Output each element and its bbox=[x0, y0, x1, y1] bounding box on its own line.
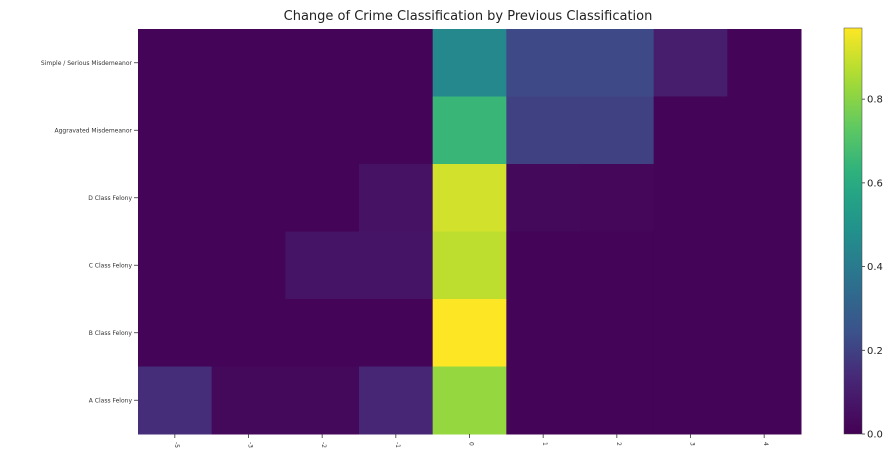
heatmap-cell bbox=[653, 366, 728, 435]
heatmap-cell bbox=[727, 231, 802, 300]
colorbar-tick-label: 0.2 bbox=[867, 346, 883, 357]
heatmap-cell bbox=[138, 164, 213, 232]
heatmap-cell bbox=[653, 96, 728, 165]
colorbar-gradient bbox=[843, 27, 863, 435]
heatmap-cell bbox=[432, 299, 507, 367]
heatmap-cell bbox=[285, 366, 360, 435]
heatmap-cell bbox=[138, 299, 213, 367]
heatmap-cell bbox=[359, 231, 434, 300]
x-tick-label: -3 bbox=[247, 442, 254, 448]
heatmap-cell bbox=[285, 96, 360, 165]
heatmap-cell bbox=[432, 164, 507, 232]
heatmap-cell bbox=[432, 366, 507, 435]
x-tick-label: 3 bbox=[689, 442, 696, 446]
heatmap-cell bbox=[727, 299, 802, 367]
heatmap-cell bbox=[506, 29, 581, 97]
heatmap-cell bbox=[285, 29, 360, 97]
heatmap-cell bbox=[432, 231, 507, 300]
heatmap-cell bbox=[580, 366, 655, 435]
heatmap-cell bbox=[211, 164, 286, 232]
heatmap-cell bbox=[506, 231, 581, 300]
heatmap-cell bbox=[138, 96, 213, 165]
heatmap-cell bbox=[727, 96, 802, 165]
heatmap-cell bbox=[506, 164, 581, 232]
heatmap-cell bbox=[211, 366, 286, 435]
x-tick-label: 0 bbox=[468, 442, 475, 446]
y-tick-label: A Class Felony bbox=[89, 397, 133, 404]
heatmap-cell bbox=[727, 164, 802, 232]
y-tick-label: C Class Felony bbox=[89, 262, 133, 269]
heatmap-cell bbox=[359, 366, 434, 435]
y-axis: Simple / Serious Misdemeanor Aggravated M… bbox=[41, 60, 138, 404]
heatmap-cell bbox=[359, 29, 434, 97]
x-tick-label: -5 bbox=[173, 442, 180, 448]
colorbar-tick-label: 0.8 bbox=[867, 95, 883, 106]
heatmap-cells bbox=[138, 29, 802, 435]
heatmap-cell bbox=[138, 366, 213, 435]
y-tick-label: B Class Felony bbox=[89, 330, 133, 337]
heatmap-cell bbox=[211, 299, 286, 367]
heatmap-cell bbox=[727, 29, 802, 97]
heatmap-cell bbox=[506, 96, 581, 165]
heatmap-cell bbox=[211, 29, 286, 97]
heatmap-cell bbox=[653, 164, 728, 232]
x-tick-label: 1 bbox=[541, 442, 548, 446]
heatmap-cell bbox=[580, 231, 655, 300]
chart-title: Change of Crime Classification by Previo… bbox=[284, 9, 653, 24]
heatmap-cell bbox=[285, 231, 360, 300]
heatmap-cell bbox=[432, 29, 507, 97]
heatmap-cell bbox=[727, 366, 802, 435]
x-axis: -5 -3 -2 -1 0 1 2 3 4 bbox=[173, 434, 769, 448]
heatmap-cell bbox=[580, 96, 655, 165]
heatmap-cell bbox=[580, 164, 655, 232]
heatmap-cell bbox=[359, 164, 434, 232]
heatmap-cell bbox=[211, 96, 286, 165]
colorbar-tick-label: 0.0 bbox=[867, 430, 883, 441]
heatmap-cell bbox=[359, 96, 434, 165]
heatmap-cell bbox=[138, 29, 213, 97]
heatmap-cell bbox=[285, 164, 360, 232]
heatmap-cell bbox=[653, 299, 728, 367]
x-tick-label: -2 bbox=[320, 442, 327, 448]
heatmap-cell bbox=[285, 299, 360, 367]
y-tick-label: D Class Felony bbox=[88, 195, 132, 202]
heatmap-cell bbox=[506, 299, 581, 367]
y-tick-label: Simple / Serious Misdemeanor bbox=[41, 60, 133, 67]
heatmap-cell bbox=[580, 29, 655, 97]
x-tick-label: 2 bbox=[615, 442, 622, 446]
heatmap-cell bbox=[359, 299, 434, 367]
heatmap-cell bbox=[506, 366, 581, 435]
x-tick-label: -1 bbox=[394, 442, 401, 448]
heatmap-cell bbox=[138, 231, 213, 300]
heatmap-cell bbox=[653, 231, 728, 300]
colorbar-tick-label: 0.6 bbox=[867, 178, 883, 189]
heatmap-cell bbox=[580, 299, 655, 367]
heatmap-cell bbox=[432, 96, 507, 165]
colorbar-tick-label: 0.4 bbox=[867, 262, 883, 273]
heatmap-cell bbox=[211, 231, 286, 300]
colorbar: 0.0 0.2 0.4 0.6 0.8 bbox=[843, 27, 883, 441]
x-tick-label: 4 bbox=[762, 442, 769, 446]
heatmap-cell bbox=[653, 29, 728, 97]
y-tick-label: Aggravated Misdemeanor bbox=[55, 127, 133, 134]
